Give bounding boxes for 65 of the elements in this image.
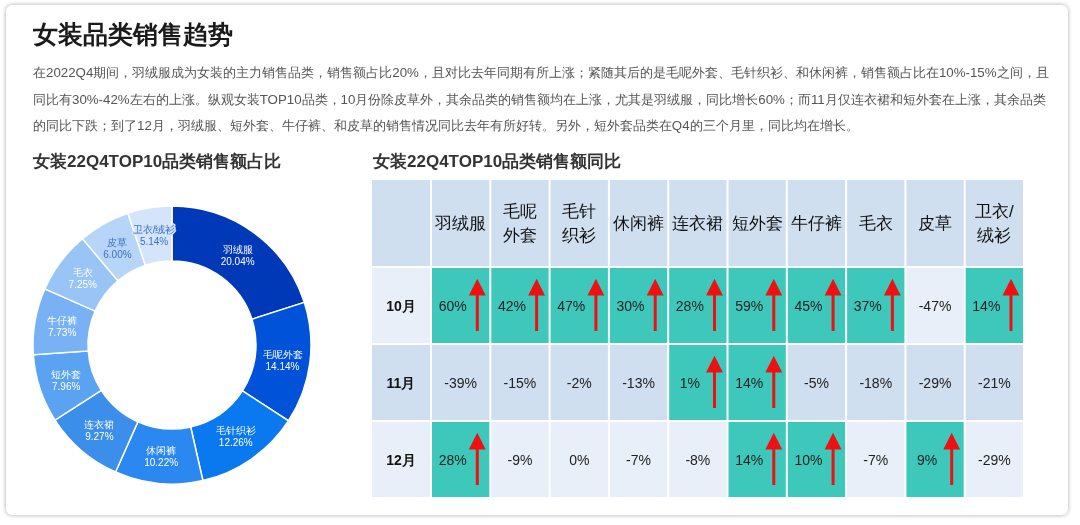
data-label: -29% [978,451,1011,468]
data-label: 14% [735,451,764,468]
slice-label: 牛仔裤 [47,314,78,326]
chart-title: 女装22Q4TOP10品类销售额占比 [33,151,282,173]
x-tick-label: 卫衣/绒衫 [974,202,1014,245]
data-label: -5% [804,374,829,391]
data-label: 14% [972,297,1001,314]
data-label: 60% [438,297,467,314]
x-tick-label: 休闲裤 [613,214,665,233]
data-label: 7.25% [68,279,98,291]
data-label: -15% [503,374,537,391]
x-tick-label: 牛仔裤 [790,214,842,233]
data-label: 28% [675,297,704,314]
y-tick-label: 12月 [386,451,416,468]
data-label: 45% [794,297,823,314]
data-label: 10.22% [144,456,179,468]
data-label: -47% [918,297,952,314]
data-label: -39% [444,374,477,391]
data-label: -7% [626,451,651,468]
data-label: 14% [735,374,764,391]
slice-label: 羽绒服 [222,243,253,255]
text: 在2022Q4期间，羽绒服成为女装的主力销售品类，销售额占比20%，且对比去年同期有所上涨；紧随其后的是毛呢外套、毛针织衫、和休闲裤，销售额占比在10%-15%之间，且同比有30%-42%左右的上涨。纵观女装TOP10品类，10月份除皮草外，其余品类的销售额均在上涨，尤其是羽绒服，同比增长60%；而11月仅连衣裙和短外套在上涨，其余品类的同比下跌；到了12月，羽绒服、短外套、牛仔裤、和皮草的销售情况同比去年有所好转。另外，短外套品类在Q4的三个月里，同比均在增长。 [33,64,1050,135]
slice-label: 毛衣 [72,267,93,279]
data-label: -8% [685,451,711,468]
data-label: 1% [679,374,700,391]
data-label: 7.73% [47,326,77,338]
y-tick-label: 10月 [386,297,416,314]
x-tick-label: 毛呢外套 [502,202,537,245]
data-label: 7.96% [51,381,81,393]
data-label: 37% [853,297,882,314]
data-label: 10% [794,451,823,468]
data-label: 9% [916,451,938,468]
data-label: -29% [918,374,952,391]
x-tick-label: 连衣裙 [672,214,724,233]
y-tick-label: 11月 [386,374,416,391]
data-label: 42% [497,297,526,314]
data-label: 47% [557,297,586,314]
data-label: 59% [735,297,764,314]
data-label: 20.04% [220,255,255,267]
data-label: 30% [616,297,645,314]
slice-label: 毛呢外套 [262,348,303,360]
data-label: -21% [978,374,1011,391]
x-tick-label: 皮草 [918,214,953,233]
data-label: 12.26% [218,437,253,449]
data-label: -2% [566,374,592,391]
x-tick-label: 羽绒服 [434,214,487,233]
data-label: 14.14% [265,360,300,372]
data-label: -18% [859,374,893,391]
data-label: 5.14% [139,235,169,247]
text: 女装品类销售趋势 [33,19,233,50]
chart-title: 女装22Q4TOP10品类销售额同比 [373,151,622,173]
slice-label: 休闲裤 [146,444,177,456]
data-label: 0% [569,451,590,468]
x-tick-label: 短外套 [731,214,783,233]
x-tick-label: 毛针织衫 [562,202,597,245]
data-label: -7% [863,451,889,468]
data-label: 28% [438,451,467,468]
data-label: -9% [507,451,533,468]
data-label: 9.27% [85,430,114,442]
slice-label: 短外套 [51,369,82,381]
slice-label: 连衣裙 [84,418,115,430]
data-label: -13% [622,374,655,391]
x-tick-label: 毛衣 [858,214,893,233]
slice-label: 毛针织衫 [215,425,256,437]
data-label: 6.00% [103,248,132,260]
